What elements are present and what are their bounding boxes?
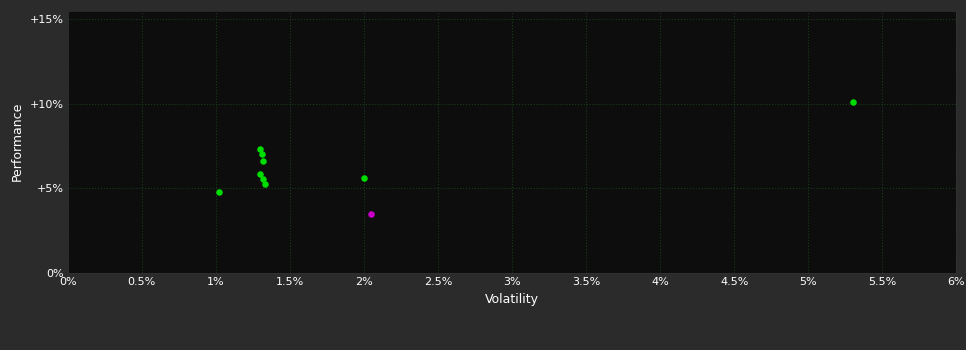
Point — [252, 147, 268, 152]
Point — [845, 99, 861, 105]
Point — [356, 175, 372, 181]
Point — [252, 171, 268, 177]
X-axis label: Volatility: Volatility — [485, 293, 539, 306]
Point — [363, 211, 379, 217]
Point — [211, 189, 226, 195]
Y-axis label: Performance: Performance — [11, 102, 24, 181]
Point — [255, 176, 270, 182]
Point — [255, 159, 270, 164]
Point — [254, 152, 270, 157]
Point — [257, 181, 272, 187]
